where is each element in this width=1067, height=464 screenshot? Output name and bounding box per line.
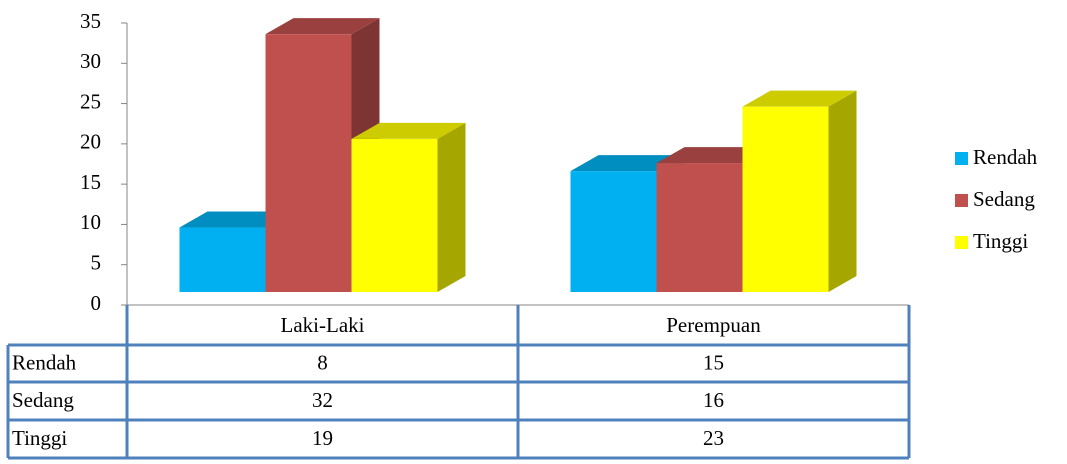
bar (179, 227, 266, 292)
bar-top (351, 122, 466, 139)
y-tick-label: 5 (91, 251, 102, 275)
legend-label: Tinggi (973, 229, 1028, 253)
bar-side (828, 90, 857, 292)
y-tick-label: 30 (80, 49, 101, 73)
table-cell: 16 (703, 388, 724, 412)
bar-top (656, 147, 771, 164)
legend-swatch (955, 152, 968, 165)
table-row-label: Tinggi (12, 426, 67, 450)
table-cell: 23 (703, 426, 724, 450)
y-tick-label: 20 (80, 130, 101, 154)
legend-swatch (955, 194, 968, 207)
bar (265, 34, 352, 293)
bar-side (437, 122, 466, 293)
table-cell: 15 (703, 350, 724, 374)
bar (351, 138, 438, 292)
legend-label: Sedang (973, 187, 1035, 211)
bar (656, 163, 743, 292)
bar-top (179, 211, 294, 228)
table-cell: 19 (312, 426, 333, 450)
legend-label: Rendah (973, 145, 1038, 169)
bar (742, 106, 829, 292)
table-header: Perempuan (666, 313, 761, 337)
bar-top (742, 90, 857, 107)
y-tick-label: 25 (80, 89, 101, 113)
y-tick-label: 15 (80, 170, 101, 194)
table-header: Laki-Laki (281, 313, 365, 337)
table-row-label: Sedang (12, 388, 74, 412)
table-cell: 8 (317, 350, 328, 374)
bar-top (570, 155, 685, 172)
y-tick-label: 10 (80, 210, 101, 234)
y-tick-label: 35 (80, 9, 101, 33)
bar-top (265, 18, 380, 35)
table-cell: 32 (312, 388, 333, 412)
table-row-label: Rendah (12, 350, 77, 374)
bar (570, 171, 657, 292)
legend-swatch (955, 236, 968, 249)
y-tick-label: 0 (91, 291, 102, 315)
